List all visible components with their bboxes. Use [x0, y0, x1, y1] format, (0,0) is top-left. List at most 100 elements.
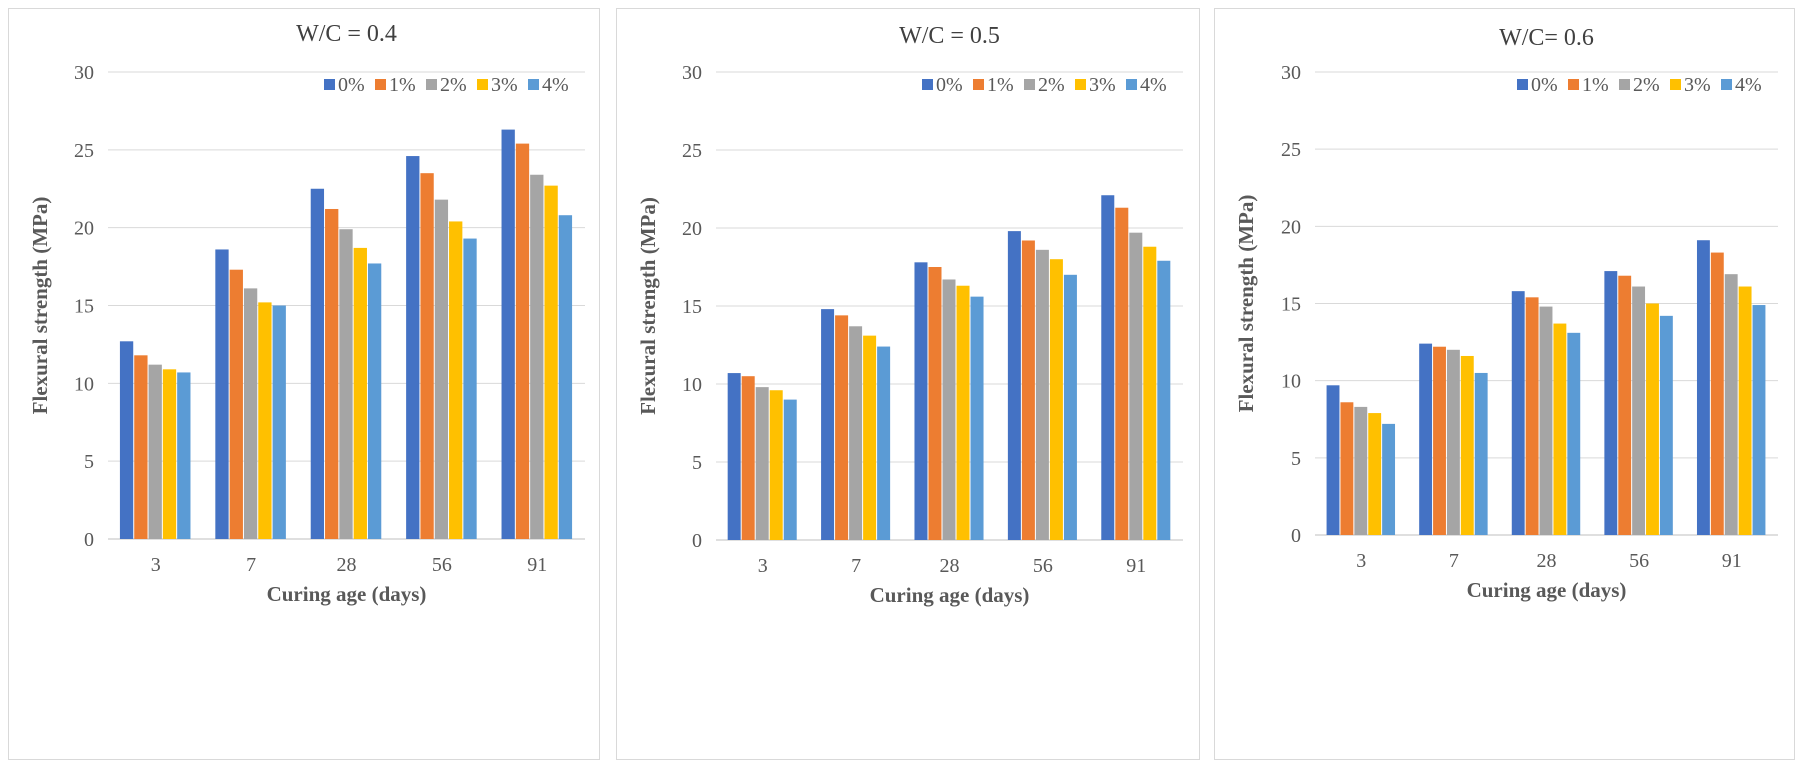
x-axis-title: Curing age (days): [870, 583, 1030, 607]
x-tick-label: 3: [758, 555, 768, 577]
legend-label: 1%: [987, 74, 1014, 96]
x-tick-label: 7: [246, 554, 256, 576]
y-tick-label: 0: [84, 529, 94, 551]
chart-panel-wc-0-6: W/C= 0.6 0 5 10 15 20 25 30 3 7 28 56 91 Curing age (…: [1214, 8, 1795, 760]
y-tick-label: 10: [1281, 371, 1301, 393]
bar: [177, 372, 191, 539]
x-axis-title: Curing age (days): [1467, 578, 1627, 602]
y-axis-title: Flexural strength (MPa): [1234, 195, 1258, 413]
bar: [1419, 343, 1433, 535]
legend-swatch: [324, 79, 335, 90]
y-tick-label: 30: [74, 62, 94, 84]
x-tick-label: 56: [432, 554, 452, 576]
bar-chart-wc-0-6: W/C= 0.6 0 5 10 15 20 25 30 3 7 28 56 91 Curing age (…: [1234, 25, 1778, 602]
bar: [148, 364, 162, 539]
bar: [1553, 323, 1567, 535]
bar: [463, 238, 477, 539]
y-tick-label: 10: [682, 374, 702, 396]
bar: [835, 315, 849, 540]
legend-swatch: [1721, 79, 1732, 90]
bar: [1511, 291, 1525, 535]
bar: [367, 263, 382, 539]
chart-panel-wc-0-5: W/C = 0.5 0 5 10 15 20 25 30 3 7 28 56 91 Curing age …: [616, 8, 1200, 760]
bar: [1632, 286, 1646, 535]
y-tick-label: 15: [74, 296, 94, 318]
legend-swatch: [1075, 79, 1086, 90]
x-tick-label: 91: [1722, 550, 1742, 572]
y-axis-title: Flexural strength (MPa): [636, 197, 660, 415]
legend-label: 2%: [440, 74, 467, 96]
bar: [1143, 246, 1157, 540]
y-tick-label: 20: [1281, 216, 1301, 238]
legend-swatch: [1568, 79, 1579, 90]
y-tick-label: 15: [682, 296, 702, 318]
bar: [119, 341, 134, 539]
bar: [877, 346, 891, 540]
bar: [821, 309, 835, 540]
bar: [1035, 249, 1049, 540]
y-tick-label: 30: [682, 62, 702, 84]
bar: [1618, 275, 1632, 535]
bar: [1063, 274, 1077, 540]
legend-label: 4%: [1140, 74, 1167, 96]
legend-swatch: [528, 79, 539, 90]
x-tick-label: 28: [337, 554, 357, 576]
chart-panel-wc-0-4: W/C = 0.4 0 5 10 15 20 25 30 3 7 28 56 91 Curing age …: [8, 8, 600, 760]
bar: [1659, 315, 1673, 535]
y-tick-label: 5: [692, 452, 702, 474]
bar: [558, 215, 573, 540]
bar: [863, 335, 877, 540]
x-tick-label: 56: [1629, 550, 1649, 572]
y-tick-label: 15: [1281, 294, 1301, 316]
bar: [434, 199, 449, 539]
bar: [1474, 372, 1488, 535]
bar: [755, 387, 769, 540]
bar: [1696, 240, 1710, 535]
bar: [134, 355, 148, 539]
bar: [914, 262, 928, 540]
legend-swatch: [426, 79, 437, 90]
bar: [783, 399, 797, 540]
bar: [406, 156, 420, 539]
x-tick-label: 3: [151, 554, 161, 576]
bar: [970, 296, 984, 540]
bar: [229, 269, 243, 539]
bar: [515, 143, 530, 539]
bar: [1368, 413, 1382, 535]
bar: [258, 302, 272, 539]
bar: [1007, 231, 1021, 540]
y-tick-label: 25: [1281, 139, 1301, 161]
bar: [1021, 240, 1035, 541]
y-tick-label: 25: [74, 140, 94, 162]
bar-chart-wc-0-4: W/C = 0.4 0 5 10 15 20 25 30 3 7 28 56 91 Curing age …: [28, 21, 585, 606]
chart-title: W/C= 0.6: [1499, 25, 1594, 51]
x-tick-label: 7: [1449, 550, 1459, 572]
bar: [1101, 195, 1115, 541]
legend-swatch: [477, 79, 488, 90]
bar: [1157, 260, 1171, 540]
bar: [727, 373, 741, 540]
bar: [1354, 406, 1368, 535]
y-tick-label: 30: [1281, 62, 1301, 84]
bar-chart-wc-0-5: W/C = 0.5 0 5 10 15 20 25 30 3 7 28 56 91 Curing age …: [636, 23, 1183, 607]
legend-label: 3%: [1684, 74, 1711, 96]
y-tick-label: 20: [682, 218, 702, 240]
bar: [1724, 274, 1738, 535]
legend-swatch: [973, 79, 984, 90]
bar: [1326, 385, 1340, 535]
bar: [310, 188, 325, 539]
legend-label: 0%: [338, 74, 365, 96]
x-tick-label: 3: [1356, 550, 1366, 572]
bar: [272, 305, 286, 539]
legend-label: 2%: [1038, 74, 1065, 96]
bar: [215, 249, 229, 539]
bar: [1567, 332, 1581, 535]
legend-label: 1%: [1582, 74, 1609, 96]
bar: [1604, 271, 1618, 535]
legend-swatch: [1670, 79, 1681, 90]
legend-swatch: [1126, 79, 1137, 90]
legend-swatch: [1517, 79, 1528, 90]
legend-label: 0%: [936, 74, 963, 96]
bar: [325, 208, 339, 539]
bar: [420, 173, 434, 539]
